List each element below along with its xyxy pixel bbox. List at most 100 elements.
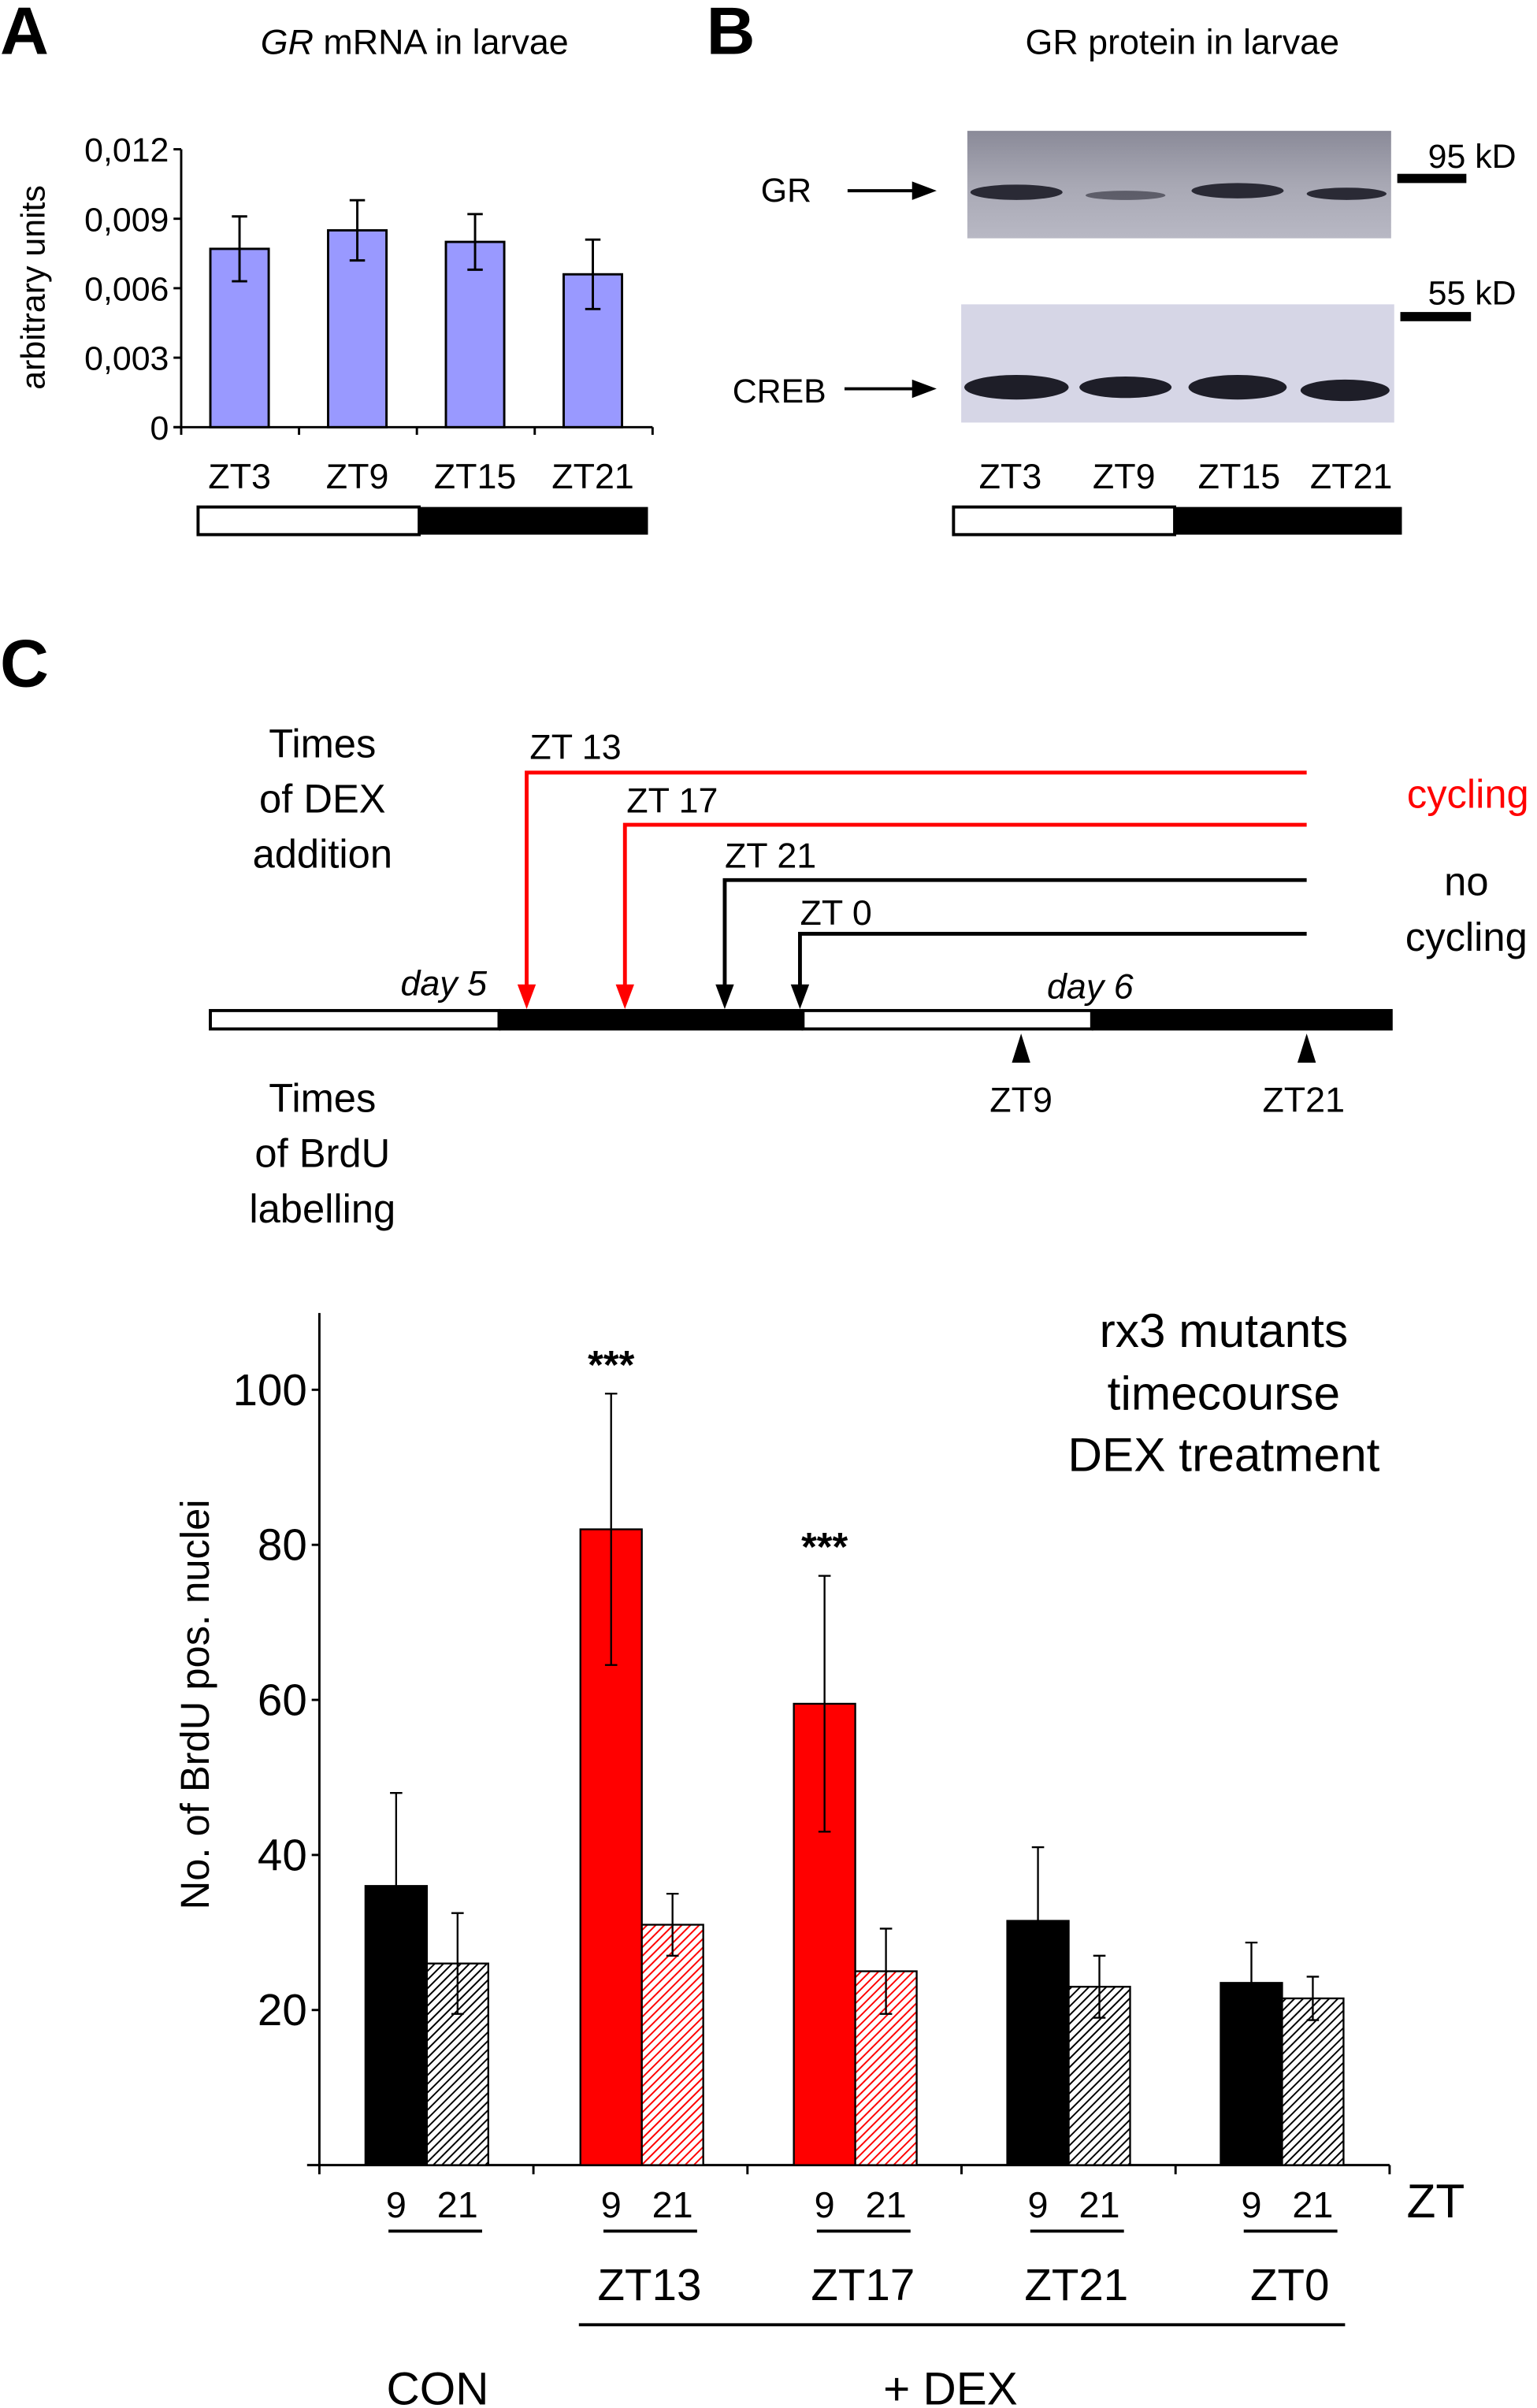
dark-phase-bar xyxy=(419,506,648,535)
dex-title: Times of DEX addition xyxy=(253,721,392,876)
sub-label: 21 xyxy=(866,2184,907,2225)
gr-blot xyxy=(967,131,1391,239)
significance-label: *** xyxy=(801,1524,848,1569)
error-bar xyxy=(666,1892,679,1957)
sub-label: 21 xyxy=(437,2184,478,2225)
title-line: rx3 mutants xyxy=(1100,1304,1349,1357)
brdu-title-line: Times xyxy=(269,1076,376,1121)
addition-line xyxy=(622,822,1307,991)
lane-label: ZT3 xyxy=(979,457,1042,496)
addition-line xyxy=(798,932,1307,991)
day5-label: day 5 xyxy=(400,963,488,1003)
dex-title-line: of DEX xyxy=(259,776,385,821)
sub-label: 9 xyxy=(386,2184,407,2225)
no-cycling-label: cycling xyxy=(1405,915,1528,959)
addition-arrow-icon xyxy=(615,984,634,1009)
error-bar xyxy=(1031,1846,1045,1996)
brdu-zt21-label: ZT21 xyxy=(1262,1081,1345,1120)
gr-bands xyxy=(970,183,1387,200)
sub-label: 9 xyxy=(1028,2184,1049,2225)
significance-label: *** xyxy=(588,1342,634,1387)
sub-label: 9 xyxy=(815,2184,835,2225)
group-label: ZT13 xyxy=(597,2260,701,2310)
day6-light xyxy=(801,1008,1093,1031)
brdu-zt21-marker-icon xyxy=(1297,1033,1316,1063)
brdu-zt9-marker-icon xyxy=(1012,1033,1030,1063)
group-label: ZT21 xyxy=(1024,2260,1128,2310)
error-bar xyxy=(467,213,483,271)
y-tick-label: 60 xyxy=(258,1675,307,1725)
y-tick-label: 0 xyxy=(150,410,169,447)
error-bar xyxy=(1306,1976,1320,2021)
error-bar xyxy=(1093,1954,1106,2019)
panel-label-b: B xyxy=(707,0,756,69)
error-bar xyxy=(1245,1941,1258,2024)
group-label: ZT0 xyxy=(1250,2260,1329,2310)
error-bar xyxy=(390,1791,403,1980)
day6-label: day 6 xyxy=(1047,967,1134,1006)
error-bar xyxy=(879,1928,893,2015)
y-tick-label: 20 xyxy=(258,1985,307,2035)
lane-label: ZT15 xyxy=(1198,457,1281,496)
title-line: timecourse xyxy=(1108,1367,1340,1420)
error-bar xyxy=(818,1575,831,1833)
bar-zt21 xyxy=(640,1924,704,2166)
day5-dark xyxy=(499,1008,804,1031)
creb-arrow-icon xyxy=(844,379,937,399)
title-line: DEX treatment xyxy=(1067,1428,1379,1482)
chart-a-title: GR mRNA in larvae xyxy=(261,23,569,62)
chart-a: 0 0,003 0,006 0,009 0,012 ZT3 ZT9 ZT15 ZT21 xyxy=(84,132,654,496)
sub-label: 9 xyxy=(1241,2184,1261,2225)
blot-lane-labels: ZT3 ZT9 ZT15 ZT21 xyxy=(979,457,1393,496)
sub-label: 9 xyxy=(601,2184,622,2225)
chart-c-ylabel: No. of BrdU pos. nuclei xyxy=(173,1499,217,1909)
brdu-zt9-label: ZT9 xyxy=(989,1081,1053,1120)
marker-55-line xyxy=(1400,312,1472,321)
sub-label: 21 xyxy=(652,2184,693,2225)
marker-95-label: 95 kD xyxy=(1428,138,1517,176)
dex-title-line: Times xyxy=(269,721,376,766)
y-tick-label: 80 xyxy=(258,1520,307,1570)
addition-line xyxy=(722,877,1307,991)
control-label: CON xyxy=(387,2364,489,2408)
no-cycling-label: no xyxy=(1444,859,1488,904)
chart-c-title: rx3 mutants timecourse DEX treatment xyxy=(1067,1304,1379,1482)
error-bar xyxy=(232,215,247,283)
title-gene: GR xyxy=(261,23,314,62)
error-bar xyxy=(349,199,366,262)
addition-label: ZT 13 xyxy=(529,727,621,766)
dex-title-line: addition xyxy=(253,832,392,877)
gr-label: GR xyxy=(761,172,811,210)
x-tick-label: ZT21 xyxy=(551,457,634,496)
addition-arrow-icon xyxy=(517,984,536,1009)
dex-label: + DEX xyxy=(883,2364,1018,2408)
panel-label-a: A xyxy=(0,0,49,69)
addition-label: ZT 21 xyxy=(725,837,816,876)
marker-55-label: 55 kD xyxy=(1428,274,1517,312)
brdu-title-line: labelling xyxy=(249,1186,395,1231)
lane-label: ZT9 xyxy=(1093,457,1156,496)
bar-zt21 xyxy=(1281,1997,1345,2166)
error-bar xyxy=(604,1393,618,1666)
panel-label-c: C xyxy=(0,626,49,702)
addition-label: ZT 0 xyxy=(800,893,871,933)
y-tick-label: 0,009 xyxy=(84,201,169,239)
y-tick-label: 0,012 xyxy=(84,132,169,169)
y-tick-label: 0,003 xyxy=(84,340,169,378)
blot-title: GR protein in larvae xyxy=(1026,23,1340,62)
light-phase-bar xyxy=(952,505,1176,536)
addition-line xyxy=(525,770,1307,991)
day6-dark xyxy=(1091,1008,1393,1031)
gr-arrow-icon xyxy=(847,181,937,200)
light-phase-bar xyxy=(196,505,421,536)
x-tick-label: ZT15 xyxy=(434,457,517,496)
x-tick-label: ZT3 xyxy=(208,457,271,496)
title-rest: mRNA in larvae xyxy=(314,23,569,62)
x-axis-label: ZT xyxy=(1406,2174,1465,2228)
dark-phase-bar xyxy=(1175,506,1402,535)
creb-label: CREB xyxy=(733,373,826,410)
y-tick-label: 100 xyxy=(233,1365,307,1415)
group-label: ZT17 xyxy=(811,2260,915,2310)
